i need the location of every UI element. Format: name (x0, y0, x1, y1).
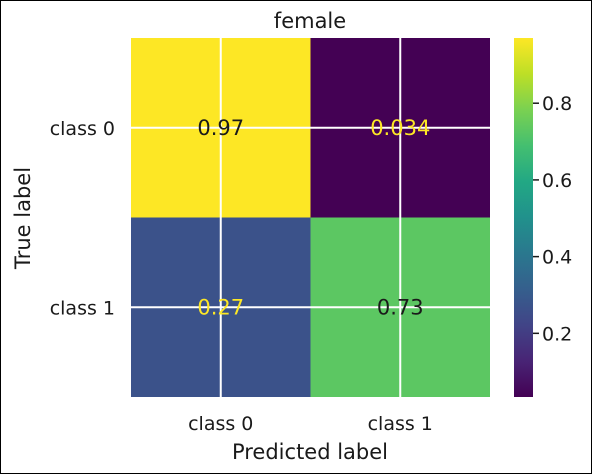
x-tick-label: class 0 (188, 413, 253, 435)
grid-lines (131, 38, 490, 397)
cell-value-label: 0.27 (197, 295, 244, 319)
x-tick-label: class 1 (368, 413, 433, 435)
y-tick-label: class 1 (50, 297, 115, 319)
colorbar-tick-label: 0.6 (542, 170, 572, 192)
y-tick-labels: class 0 class 1 (50, 118, 115, 320)
cell-value-label: 0.034 (370, 116, 430, 140)
y-tick-label: class 0 (50, 118, 115, 140)
colorbar-tick-label: 0.4 (542, 247, 572, 269)
chart-title: female (274, 9, 346, 33)
colorbar-tick-label: 0.8 (542, 93, 572, 115)
colorbar-ticks: 0.2 0.4 0.6 0.8 (533, 93, 572, 345)
y-axis-label: True label (11, 167, 35, 270)
colorbar-tick-label: 0.2 (542, 323, 572, 345)
cell-value-labels: 0.97 0.034 0.27 0.73 (197, 116, 430, 320)
cell-value-label: 0.73 (377, 295, 424, 319)
colorbar (514, 38, 533, 397)
x-axis-label: Predicted label (232, 440, 388, 464)
cell-value-label: 0.97 (197, 116, 244, 140)
x-tick-labels: class 0 class 1 (188, 413, 433, 435)
heatmap-cells (131, 38, 490, 397)
